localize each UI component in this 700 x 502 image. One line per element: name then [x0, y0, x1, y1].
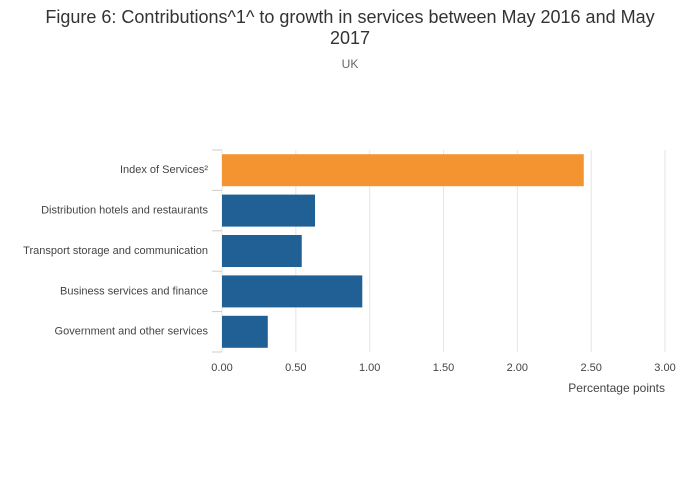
x-tick-label: 0.00	[211, 362, 232, 374]
y-tick-label: Business services and finance	[60, 285, 208, 297]
bar	[222, 275, 363, 308]
chart-title: Figure 6: Contributions^1^ to growth in …	[45, 7, 655, 48]
x-tick-label: 1.50	[433, 362, 454, 374]
x-tick-label: 3.00	[654, 362, 675, 374]
chart-subtitle: UK	[341, 57, 359, 71]
x-tick-label: 0.50	[285, 362, 306, 374]
bar	[222, 235, 302, 267]
y-tick-label: Distribution hotels and restaurants	[41, 205, 208, 217]
x-tick-label: 2.00	[507, 362, 528, 374]
bar	[222, 315, 268, 348]
bar	[222, 194, 316, 227]
x-axis-label: Percentage points	[568, 381, 665, 395]
x-tick-label: 2.50	[580, 362, 601, 374]
y-tick-label: Index of Services²	[120, 164, 208, 176]
x-tick-label: 1.00	[359, 362, 380, 374]
y-tick-label: Transport storage and communication	[23, 245, 208, 257]
bar	[222, 154, 584, 187]
y-tick-label: Government and other services	[55, 326, 209, 338]
